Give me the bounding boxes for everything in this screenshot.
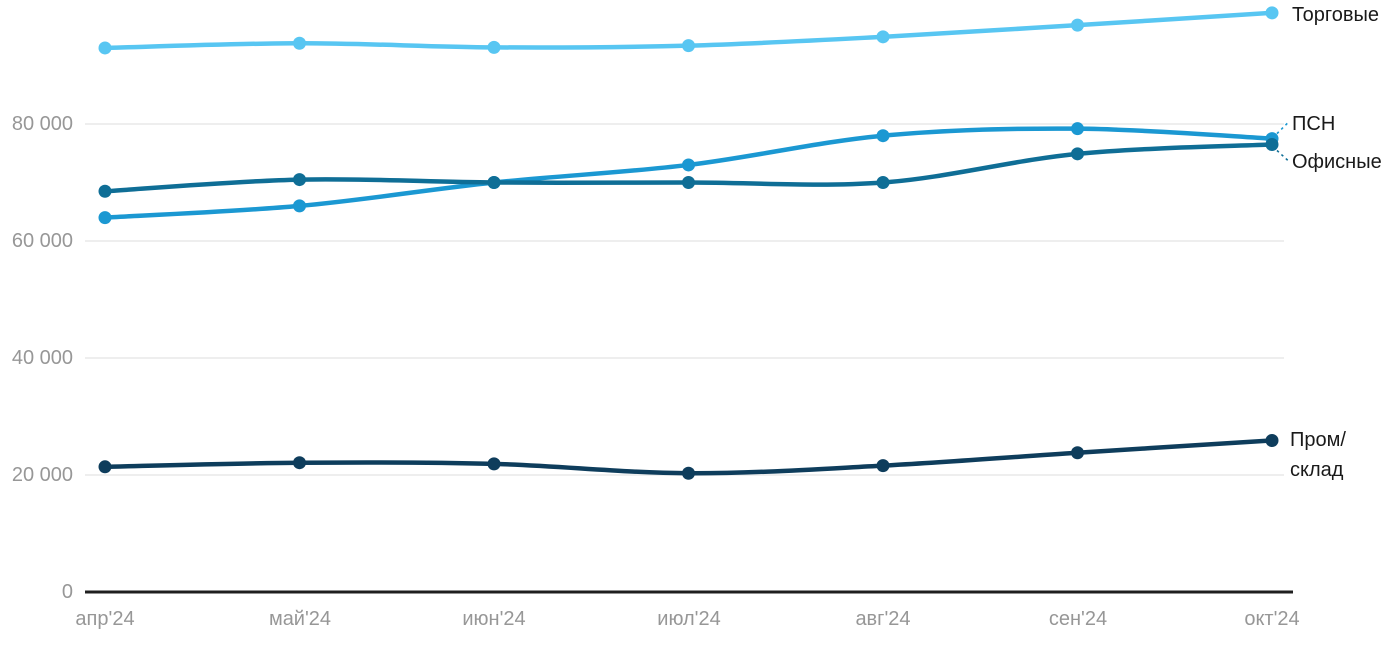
series-point-torgovye-3	[682, 39, 695, 53]
series-point-prom-sklad-0	[98, 460, 112, 474]
series-point-ofisnye-3	[682, 176, 695, 189]
series-label-psn: ПСН	[1292, 113, 1336, 135]
series-point-psn-4	[876, 129, 890, 143]
series-point-ofisnye-2	[487, 176, 501, 189]
series-label-prom-sklad: Пром/склад	[1290, 429, 1346, 481]
series-point-ofisnye-6	[1265, 137, 1279, 151]
x-tick-sep: сен'24	[1048, 608, 1108, 630]
y-tick-20000: 20 000	[11, 464, 73, 486]
x-tick-aug: авг'24	[855, 608, 911, 630]
series-point-ofisnye-5	[1071, 147, 1084, 161]
y-tick-60000: 60 000	[11, 230, 73, 252]
series-point-torgovye-2	[487, 40, 501, 54]
series-point-ofisnye-4	[876, 176, 890, 189]
x-tick-jul: июл'24	[657, 608, 721, 630]
series-point-prom-sklad-5	[1071, 446, 1084, 460]
series-point-torgovye-0	[98, 41, 112, 55]
series-point-prom-sklad-3	[682, 466, 695, 480]
series-point-torgovye-1	[293, 36, 306, 50]
series-line-psn	[102, 126, 1275, 220]
series-point-prom-sklad-6	[1265, 433, 1279, 447]
x-tick-apr: апр'24	[75, 608, 135, 630]
y-tick-0: 0	[61, 581, 73, 603]
series-point-ofisnye-1	[293, 173, 306, 187]
series-point-prom-sklad-4	[876, 459, 890, 473]
y-tick-80000: 80 000	[11, 113, 73, 135]
ofisnye-leader-line	[1276, 149, 1290, 163]
series-point-torgovye-4	[876, 30, 890, 44]
y-tick-40000: 40 000	[11, 347, 73, 369]
series-point-psn-5	[1071, 122, 1084, 136]
series-point-psn-1	[293, 199, 306, 213]
series-point-psn-3	[682, 158, 695, 172]
series-point-psn-0	[98, 211, 112, 225]
series-point-prom-sklad-1	[293, 456, 306, 470]
series-point-torgovye-6	[1265, 6, 1279, 20]
x-tick-oct: окт'24	[1244, 608, 1300, 630]
series-point-ofisnye-0	[98, 184, 112, 198]
series-label-ofisnye: Офисные	[1292, 151, 1382, 173]
psn-leader-line	[1276, 121, 1290, 135]
series-label-torgovye: Торговые	[1292, 4, 1380, 26]
x-tick-may: май'24	[268, 608, 332, 630]
series-point-torgovye-5	[1071, 18, 1084, 32]
x-tick-jun: июн'24	[462, 608, 526, 630]
series-point-prom-sklad-2	[487, 457, 501, 471]
